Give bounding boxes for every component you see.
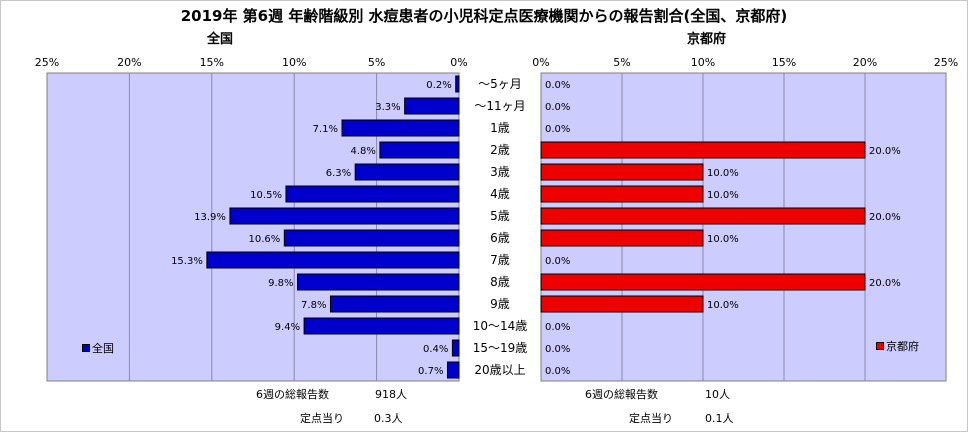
bar-national <box>404 97 460 115</box>
footer-left-total-label: 6週の総報告数 <box>256 388 329 401</box>
tick-label-kyoto: 20% <box>853 56 877 69</box>
bar-national <box>379 141 460 159</box>
tick-label-kyoto: 10% <box>691 56 715 69</box>
data-label-national: 0.4% <box>423 344 448 355</box>
tick-label-kyoto: 15% <box>772 56 796 69</box>
category-label: 5歳 <box>490 209 510 223</box>
data-label-kyoto: 0.0% <box>545 256 570 267</box>
data-label-kyoto: 0.0% <box>545 366 570 377</box>
tick-label-kyoto: 0% <box>532 56 549 69</box>
bar-national <box>446 361 460 379</box>
tick-label-kyoto: 25% <box>934 56 958 69</box>
data-label-national: 9.8% <box>268 278 293 289</box>
data-label-kyoto: 20.0% <box>869 278 901 289</box>
legend-swatch-national <box>82 344 90 352</box>
footer-right-per-value: 0.1人 <box>705 412 734 425</box>
bar-national <box>341 119 460 137</box>
category-label: 2歳 <box>490 143 510 157</box>
legend-swatch-kyoto <box>876 342 884 350</box>
tick-label-national: 5% <box>368 56 385 69</box>
category-label: 15～19歳 <box>473 341 528 355</box>
bar-kyoto <box>540 185 704 203</box>
tick-label-national: 10% <box>282 56 306 69</box>
category-label: 9歳 <box>490 297 510 311</box>
bar-kyoto <box>540 163 704 181</box>
data-label-national: 0.7% <box>418 366 443 377</box>
data-label-kyoto: 0.0% <box>545 322 570 333</box>
category-label: 8歳 <box>490 275 510 289</box>
bar-national <box>283 229 460 247</box>
bar-national <box>329 295 460 313</box>
data-label-national: 0.2% <box>426 80 451 91</box>
footer-left-per-value: 0.3人 <box>374 412 403 425</box>
footer-right-total-label: 6週の総報告数 <box>585 388 658 401</box>
category-label: ～5ヶ月 <box>478 77 522 91</box>
tick-label-national: 0% <box>450 56 467 69</box>
data-label-kyoto: 20.0% <box>869 212 901 223</box>
category-label: 4歳 <box>490 187 510 201</box>
tick-label-kyoto: 5% <box>613 56 630 69</box>
legend-label-kyoto: 京都府 <box>886 340 919 353</box>
category-label: 20歳以上 <box>474 363 525 377</box>
data-label-kyoto: 0.0% <box>545 80 570 91</box>
chart-title: 2019年 第6週 年齢階級別 水痘患者の小児科定点医療機関からの報告割合(全国… <box>180 7 788 25</box>
bar-national <box>206 251 460 269</box>
data-label-national: 4.8% <box>350 146 375 157</box>
category-label: 10～14歳 <box>473 319 528 333</box>
data-label-kyoto: 10.0% <box>707 234 739 245</box>
category-label: 3歳 <box>490 165 510 179</box>
tick-label-national: 25% <box>35 56 59 69</box>
legend-national: 全国 <box>82 340 114 356</box>
tick-label-national: 20% <box>117 56 141 69</box>
category-label: 6歳 <box>490 231 510 245</box>
footer-right-total-value: 10人 <box>705 388 730 401</box>
bar-national <box>296 273 460 291</box>
data-label-kyoto: 10.0% <box>707 190 739 201</box>
footer-left-per-label: 定点当り <box>300 412 344 425</box>
panel-label-kyoto: 京都府 <box>687 32 727 47</box>
category-label: 7歳 <box>490 253 510 267</box>
bar-national <box>285 185 460 203</box>
data-label-kyoto: 0.0% <box>545 102 570 113</box>
bar-national <box>303 317 460 335</box>
tick-label-national: 15% <box>200 56 224 69</box>
data-label-national: 7.1% <box>313 124 338 135</box>
bar-national <box>354 163 460 181</box>
data-label-kyoto: 0.0% <box>545 124 570 135</box>
bar-kyoto <box>540 207 866 225</box>
plot-area-national <box>46 72 460 382</box>
category-label: 1歳 <box>490 121 510 135</box>
data-label-national: 10.5% <box>250 190 282 201</box>
data-label-national: 6.3% <box>326 168 351 179</box>
bar-kyoto <box>540 273 866 291</box>
plot-area-kyoto <box>540 72 947 382</box>
bar-kyoto <box>540 141 866 159</box>
footer-left-total-value: 918人 <box>375 388 407 401</box>
data-label-national: 10.6% <box>249 234 281 245</box>
data-label-national: 9.4% <box>275 322 300 333</box>
footer-right-per-label: 定点当り <box>629 412 673 425</box>
data-label-kyoto: 10.0% <box>707 168 739 179</box>
data-label-kyoto: 20.0% <box>869 146 901 157</box>
panel-label-national: 全国 <box>207 32 234 47</box>
bar-national <box>229 207 460 225</box>
data-label-national: 7.8% <box>301 300 326 311</box>
bar-national <box>455 75 460 93</box>
data-label-national: 3.3% <box>375 102 400 113</box>
data-label-national: 15.3% <box>171 256 203 267</box>
data-label-kyoto: 10.0% <box>707 300 739 311</box>
legend-kyoto: 京都府 <box>876 338 919 354</box>
category-label: ～11ヶ月 <box>474 99 525 113</box>
bar-kyoto <box>540 295 704 313</box>
data-label-kyoto: 0.0% <box>545 344 570 355</box>
data-label-national: 13.9% <box>194 212 226 223</box>
bar-national <box>451 339 460 357</box>
bar-kyoto <box>540 229 704 247</box>
legend-label-national: 全国 <box>92 342 114 355</box>
